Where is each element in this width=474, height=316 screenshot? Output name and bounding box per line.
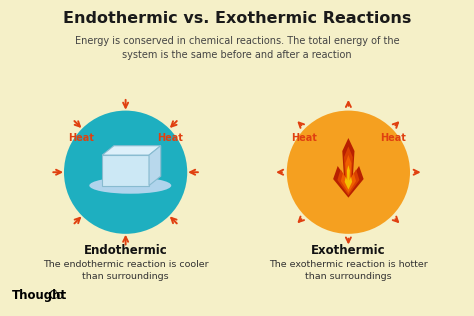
Text: Co.: Co. xyxy=(48,289,67,302)
Text: The endothermic reaction is cooler
than surroundings: The endothermic reaction is cooler than … xyxy=(43,260,209,281)
Circle shape xyxy=(64,111,187,234)
Polygon shape xyxy=(345,165,352,190)
Text: Heat: Heat xyxy=(291,133,317,143)
Text: Thought: Thought xyxy=(12,289,67,302)
Text: Energy is conserved in chemical reactions. The total energy of the
system is the: Energy is conserved in chemical reaction… xyxy=(75,36,399,60)
Polygon shape xyxy=(102,146,161,155)
Polygon shape xyxy=(341,155,356,193)
Text: Endothermic: Endothermic xyxy=(84,244,167,257)
Circle shape xyxy=(287,111,410,234)
Text: Heat: Heat xyxy=(157,133,183,143)
Polygon shape xyxy=(102,155,149,185)
Text: Heat: Heat xyxy=(380,133,406,143)
Text: The exothermic reaction is hotter
than surroundings: The exothermic reaction is hotter than s… xyxy=(269,260,428,281)
Polygon shape xyxy=(337,147,359,195)
Ellipse shape xyxy=(89,177,171,194)
Text: Exothermic: Exothermic xyxy=(311,244,386,257)
Polygon shape xyxy=(333,138,364,198)
Polygon shape xyxy=(149,146,161,185)
Text: Endothermic vs. Exothermic Reactions: Endothermic vs. Exothermic Reactions xyxy=(63,11,411,26)
Text: Heat: Heat xyxy=(68,133,94,143)
